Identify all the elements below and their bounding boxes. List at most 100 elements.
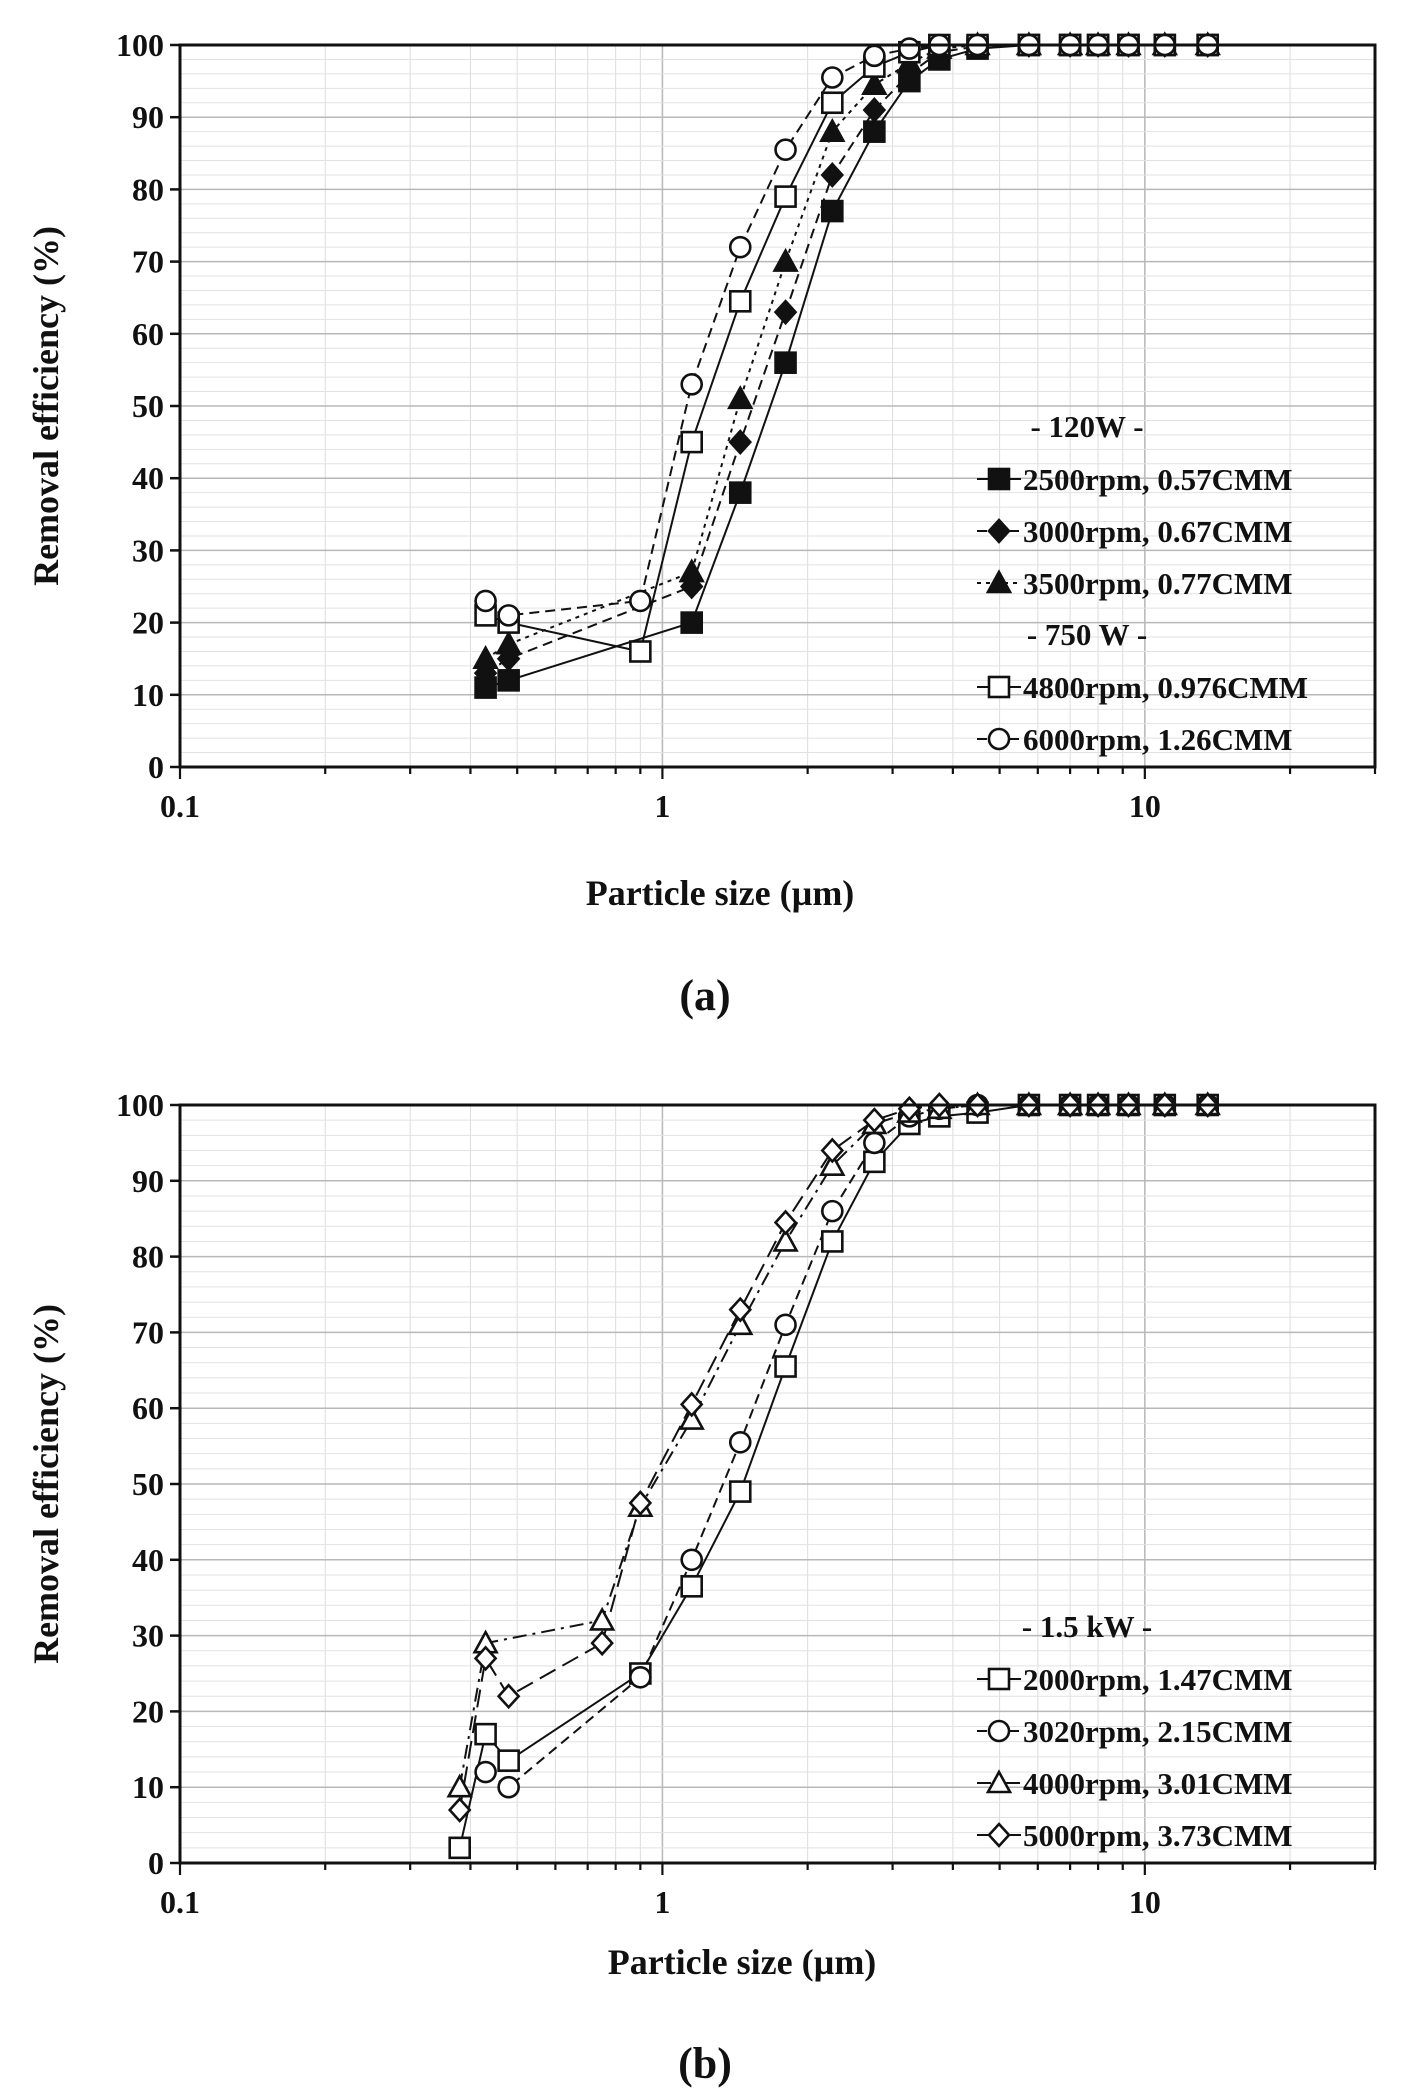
data-point-s2-2 [678,558,705,583]
legend-group-title: - 120W - [1030,409,1143,444]
data-point-s3-0 [447,1797,472,1823]
legend-key-marker [987,467,1011,491]
data-point-s3-2 [496,1683,521,1710]
y-tick-label: 70 [132,1314,164,1350]
data-point-s1-6 [821,1199,844,1223]
y-tick-label: 90 [132,1163,164,1199]
data-point-s3-4 [728,290,752,313]
data-point-s3-1 [473,1645,498,1672]
legend-label: 3500rpm, 0.77CMM [1023,566,1292,601]
data-point-s4-4 [728,235,752,259]
x-tick-label: 1 [654,1884,670,1920]
y-tick-label: 30 [132,1618,164,1654]
legend-key-marker [987,1822,1011,1848]
data-point-s0-6 [863,120,886,143]
y-tick-label: 10 [132,1769,164,1805]
data-point-s2-0 [472,645,499,670]
data-point-s2-4 [678,1405,705,1430]
y-tick-label: 10 [132,677,164,713]
data-point-s0-3 [728,481,752,504]
data-point-s2-6 [861,71,888,96]
legend-label: 6000rpm, 1.26CMM [1023,722,1292,757]
series-markers [446,1091,1221,1860]
data-point-s4-1 [497,604,520,627]
data-point-s0-4 [774,351,797,374]
y-tick-label: 100 [116,27,164,63]
y-tick-label: 40 [132,460,164,496]
legend-label: 5000rpm, 3.73CMM [1023,1818,1292,1853]
legend-key-marker [987,1719,1011,1743]
data-point-s1-7 [863,1131,886,1155]
legend-label: 2000rpm, 1.47CMM [1023,1662,1292,1697]
panel-label: (b) [678,2039,732,2088]
data-point-s3-3 [680,430,703,454]
legend-key-marker [985,1769,1013,1794]
y-tick-label: 50 [132,1466,164,1502]
data-point-s2-5 [819,117,846,142]
data-point-s4-0 [474,589,497,613]
data-point-s3-2 [629,640,652,663]
legend-key-marker [987,727,1011,751]
y-tick-label: 30 [132,532,164,568]
legend-group-title: - 1.5 kW - [1022,1609,1152,1644]
data-point-s3-5 [774,185,797,208]
data-point-s3-6 [821,91,844,115]
data-point-s1-5 [820,162,845,188]
y-tick-label: 20 [132,1693,164,1729]
data-point-s4-3 [680,373,703,396]
data-point-s0-1 [474,1722,497,1746]
x-axis-title: Particle size (µm) [608,1942,877,1982]
data-point-s3-6 [728,1296,753,1323]
data-point-s0-2 [680,611,703,634]
data-point-s1-3 [680,1548,703,1572]
data-point-s4-5 [774,138,797,161]
x-tick-label: 0.1 [160,1884,200,1920]
legend-key-marker [987,675,1011,699]
data-point-s1-2 [629,1665,652,1689]
legend: - 1.5 kW - 2000rpm, 1.47CMM 3020rpm, 2.15C… [977,1609,1292,1853]
legend-label: 4800rpm, 0.976CMM [1023,670,1308,705]
data-point-s4-7 [863,44,886,68]
data-point-s1-4 [728,1431,752,1454]
data-point-s2-1 [495,630,522,655]
y-axis-title: Removal efficiency (%) [26,226,66,586]
x-tick-label: 1 [654,788,670,824]
y-tick-label: 70 [132,244,164,280]
data-point-s3-3 [590,1630,614,1657]
data-point-s2-5 [727,1311,754,1336]
data-point-s0-1 [497,669,520,692]
data-point-s1-0 [474,1760,497,1784]
data-point-s3-7 [773,1209,798,1236]
y-tick-label: 80 [132,171,164,207]
y-tick-label: 100 [116,1087,164,1123]
axis-ticks: 0 10 20 30 40 50 60 70 80 90 100 0.1 1 10 [116,27,1377,824]
y-tick-label: 50 [132,388,164,424]
y-tick-label: 80 [132,1239,164,1275]
data-point-s0-6 [774,1355,797,1378]
y-tick-label: 60 [132,316,164,352]
axis-ticks: 0 10 20 30 40 50 60 70 80 90 100 0.1 1 10 [116,1087,1377,1920]
data-point-s2-4 [772,247,799,272]
legend-label: 3000rpm, 0.67CMM [1023,514,1292,549]
x-axis-title: Particle size (µm) [586,873,855,913]
data-point-s1-1 [497,1775,520,1799]
data-point-s0-2 [497,1749,520,1772]
data-point-s3-5 [679,1391,704,1418]
panel-label: (a) [679,971,730,1020]
data-point-s1-3 [728,429,753,456]
y-tick-label: 40 [132,1542,164,1578]
data-point-s0-8 [863,1150,886,1174]
legend-label: 3020rpm, 2.15CMM [1023,1714,1292,1749]
data-point-s2-3 [727,385,754,410]
y-tick-label: 90 [132,99,164,135]
data-point-s0-5 [821,199,844,223]
data-point-s1-6 [862,97,887,123]
data-point-s0-4 [680,1575,703,1598]
data-point-s2-7 [819,1151,846,1176]
data-point-s0-7 [821,1230,844,1253]
legend-group-title: - 750 W - [1027,617,1147,652]
chart-panel-b: 0 10 20 30 40 50 60 70 80 90 100 0.1 1 10 Particle si… [26,1087,1377,2088]
chart-panel-a: 0 10 20 30 40 50 60 70 80 90 100 0.1 1 10 Particle si… [26,27,1377,1020]
legend-key-marker [987,518,1011,544]
